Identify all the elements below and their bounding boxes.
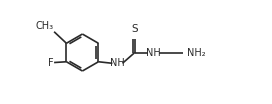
Text: CH₃: CH₃ <box>35 21 53 31</box>
Text: F: F <box>48 58 53 67</box>
Text: NH: NH <box>110 58 125 68</box>
Text: NH: NH <box>146 48 161 58</box>
Text: S: S <box>131 24 138 34</box>
Text: NH₂: NH₂ <box>187 48 206 58</box>
